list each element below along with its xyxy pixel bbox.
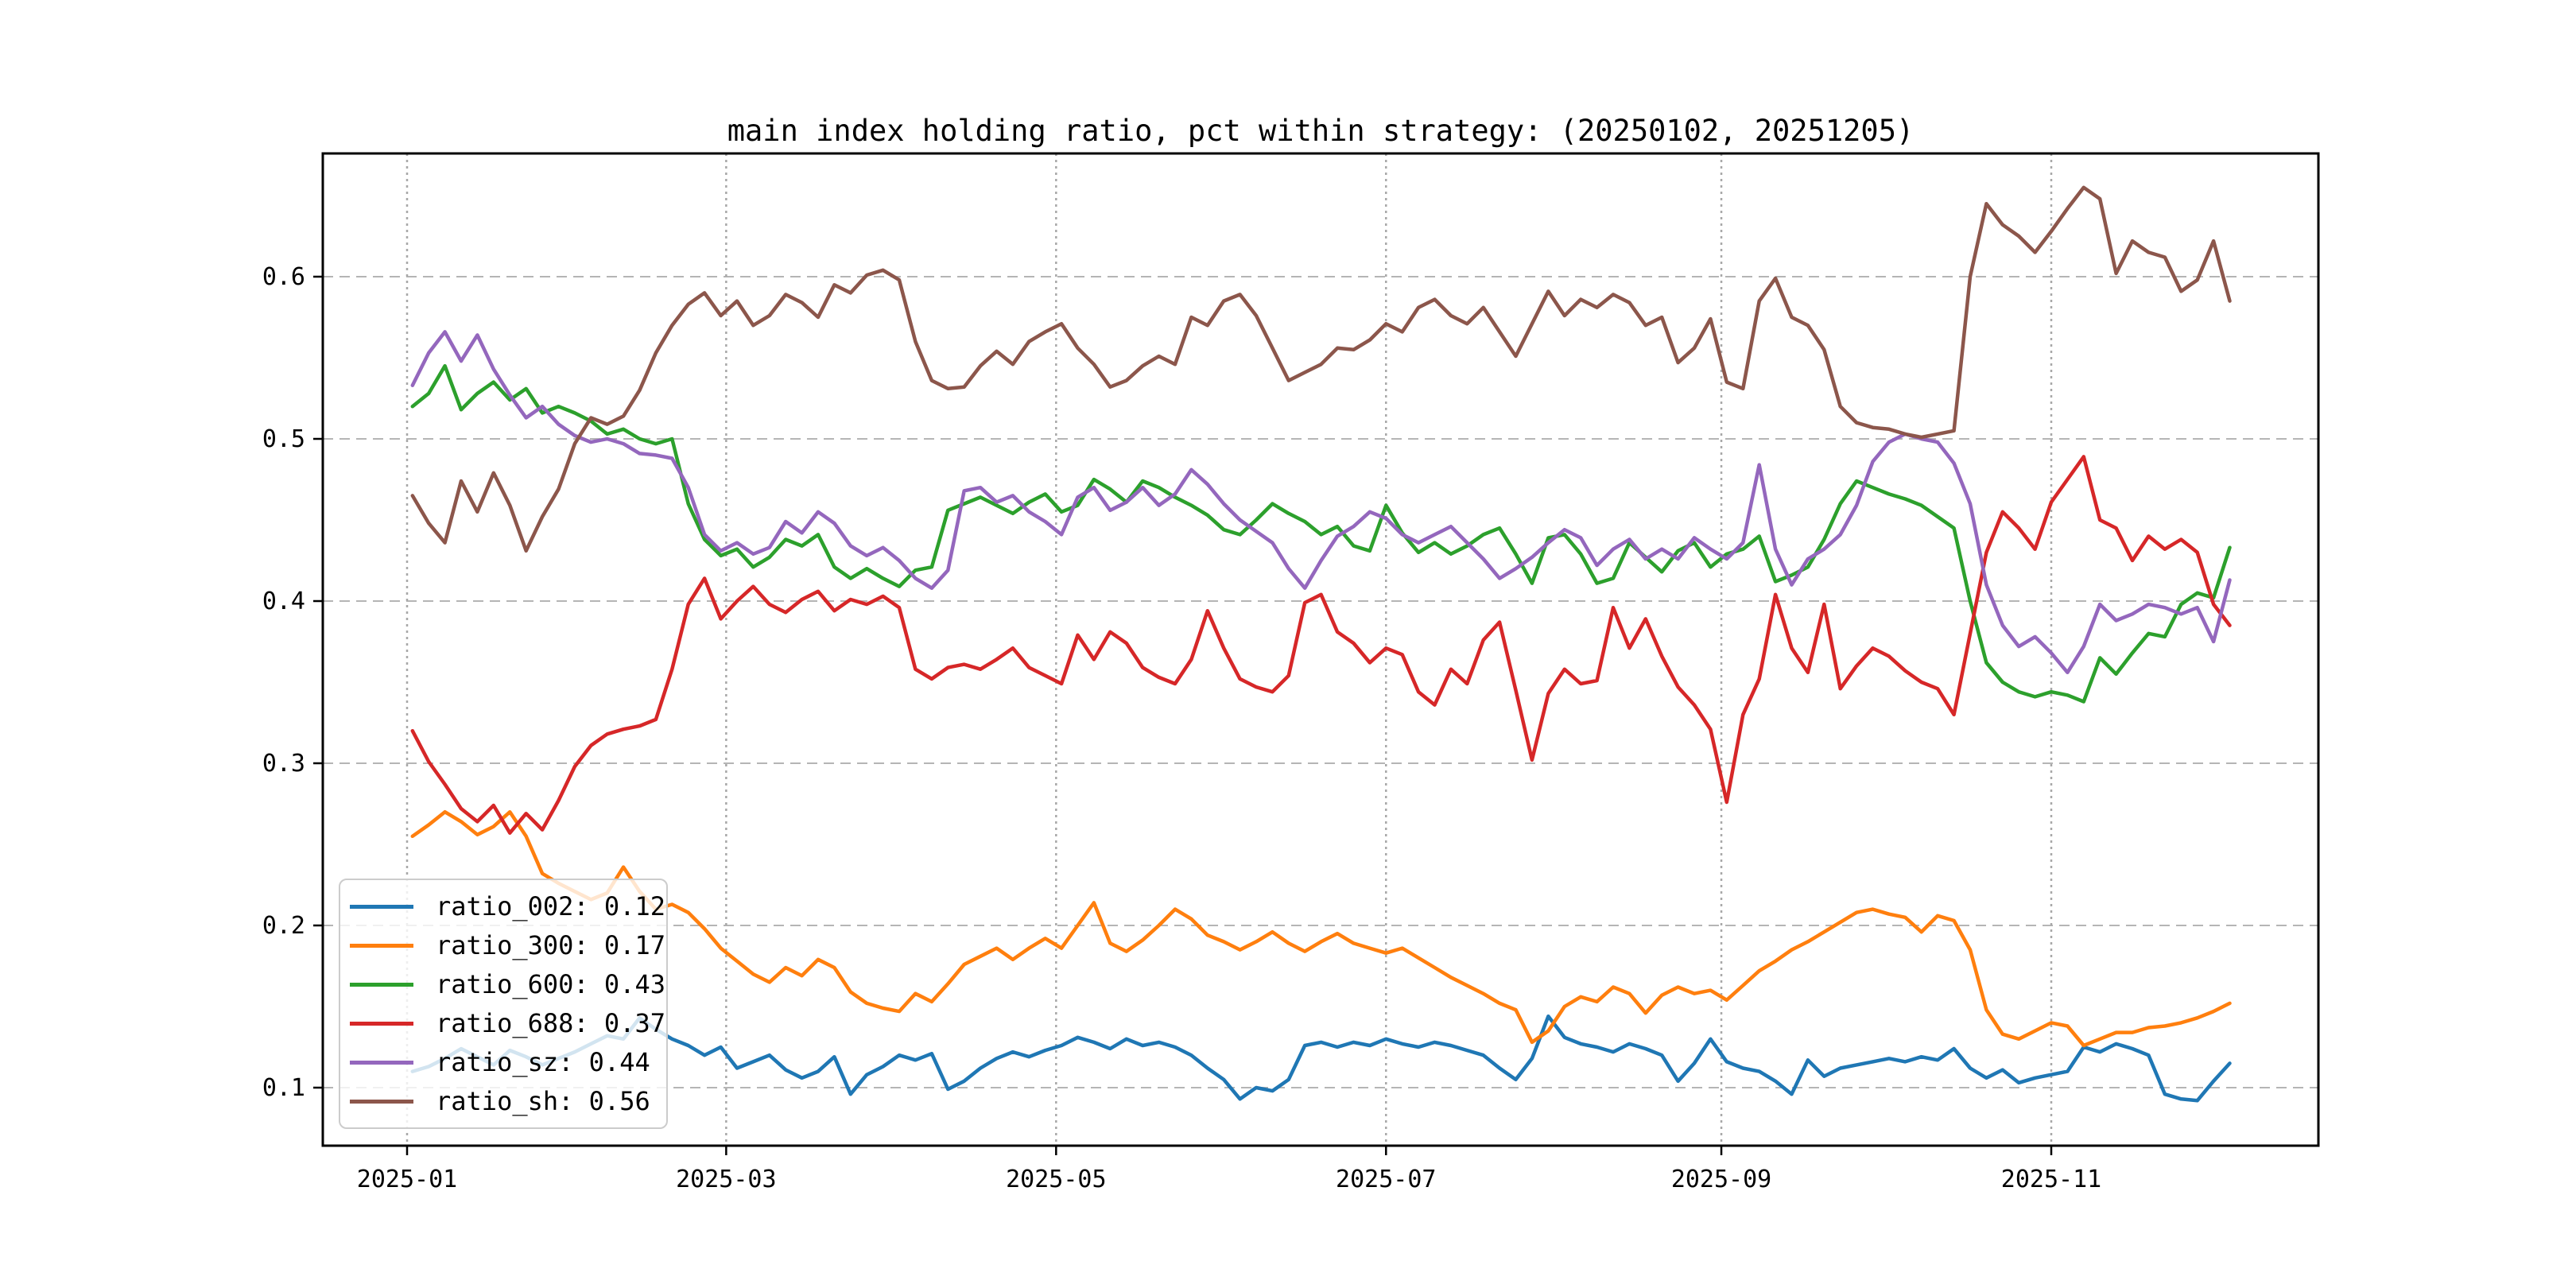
legend-item: ratio_sz: 0.44 bbox=[350, 1045, 666, 1080]
legend-line-sample bbox=[350, 904, 413, 909]
legend-item: ratio_002: 0.12 bbox=[350, 889, 666, 924]
legend-line-sample bbox=[350, 943, 413, 948]
y-tick-label: 0.2 bbox=[262, 912, 305, 940]
series-line-ratio_300 bbox=[410, 809, 2232, 1048]
x-tick-label: 2025-09 bbox=[1671, 1166, 1771, 1193]
y-tick-label: 0.6 bbox=[262, 263, 305, 291]
legend-item: ratio_300: 0.17 bbox=[350, 928, 666, 963]
legend-line-sample bbox=[350, 1060, 413, 1065]
legend-item: ratio_sh: 0.56 bbox=[350, 1084, 666, 1119]
legend-line-sample bbox=[350, 1099, 413, 1104]
legend-label: ratio_sh: 0.56 bbox=[436, 1086, 650, 1116]
y-tick-label: 0.5 bbox=[262, 425, 305, 453]
y-tick-label: 0.1 bbox=[262, 1074, 305, 1102]
series-line-ratio_sz bbox=[410, 330, 2232, 675]
legend-item: ratio_688: 0.37 bbox=[350, 1006, 666, 1041]
x-tick-label: 2025-07 bbox=[1336, 1166, 1436, 1193]
legend-item: ratio_600: 0.43 bbox=[350, 967, 666, 1002]
series-line-ratio_600 bbox=[410, 363, 2232, 704]
x-tick-label: 2025-11 bbox=[2001, 1166, 2101, 1193]
legend-label: ratio_002: 0.12 bbox=[436, 891, 665, 921]
y-tick-label: 0.4 bbox=[262, 588, 305, 615]
legend-label: ratio_300: 0.17 bbox=[436, 930, 665, 960]
x-tick-label: 2025-05 bbox=[1006, 1166, 1106, 1193]
legend-line-sample bbox=[350, 1021, 413, 1026]
legend-label: ratio_sz: 0.44 bbox=[436, 1047, 650, 1077]
x-tick-label: 2025-01 bbox=[357, 1166, 457, 1193]
plot-border bbox=[321, 152, 2320, 1147]
y-tick-label: 0.3 bbox=[262, 750, 305, 778]
legend-label: ratio_688: 0.37 bbox=[436, 1008, 665, 1038]
series-line-ratio_688 bbox=[410, 455, 2232, 835]
legend: ratio_002: 0.12 ratio_300: 0.17 ratio_600:… bbox=[339, 879, 668, 1129]
legend-line-sample bbox=[350, 982, 413, 987]
legend-label: ratio_600: 0.43 bbox=[436, 969, 665, 999]
chart-title: main index holding ratio, pct within str… bbox=[727, 114, 1915, 148]
series-line-ratio_sh bbox=[410, 185, 2232, 553]
x-tick-label: 2025-03 bbox=[676, 1166, 776, 1193]
series-line-ratio_002 bbox=[410, 1014, 2232, 1103]
